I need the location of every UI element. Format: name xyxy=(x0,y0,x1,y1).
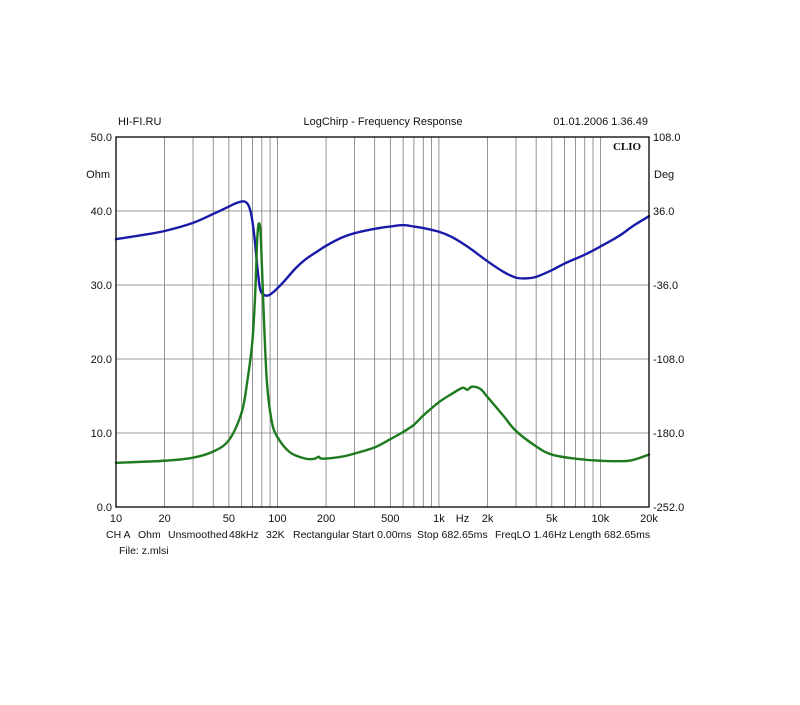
y-right-unit-label: Deg xyxy=(654,169,674,181)
x-tick-label: 100 xyxy=(268,513,286,525)
x-tick-label: 50 xyxy=(223,513,235,525)
y-left-tick-label: 40.0 xyxy=(91,206,112,218)
y-right-tick-label: -252.0 xyxy=(653,502,684,514)
x-tick-label: 5k xyxy=(546,513,558,525)
x-tick-label: 500 xyxy=(381,513,399,525)
y-left-tick-label: 50.0 xyxy=(91,132,112,144)
settings-item: Unsmoothed xyxy=(168,529,228,541)
header-timestamp: 01.01.2006 1.36.49 xyxy=(553,116,648,128)
settings-line: CH A Ohm Unsmoothed 48kHz 32K Rectangular Star… xyxy=(106,529,650,541)
series-layer xyxy=(114,200,651,465)
y-right-tick-label: -180.0 xyxy=(653,428,684,440)
x-tick-label: 2k xyxy=(482,513,494,525)
settings-item: 48kHz xyxy=(229,529,259,541)
brand-badge xyxy=(607,139,647,153)
y-left-tick-label: 30.0 xyxy=(91,280,112,292)
phase-curve xyxy=(114,222,651,465)
x-tick-label: 10 xyxy=(110,513,122,525)
y-right-tick-label: -108.0 xyxy=(653,354,684,366)
tick-labels: 10 20 50 100 200 500 1k Hz 2k 5k 10k 20k 0.0 10.0 20.0… xyxy=(91,132,685,525)
y-right-tick-label: -36.0 xyxy=(653,280,678,292)
settings-item: Ohm xyxy=(138,529,161,541)
x-tick-label: 200 xyxy=(317,513,335,525)
y-right-tick-label: 108.0 xyxy=(653,132,681,144)
y-left-unit-label: Ohm xyxy=(86,169,110,181)
settings-item: Stop 682.65ms xyxy=(417,529,488,541)
grid xyxy=(116,137,649,507)
settings-item: 32K xyxy=(266,529,285,541)
x-tick-label: 10k xyxy=(592,513,610,525)
header-left: HI-FI.RU xyxy=(118,116,161,128)
chart-title: LogChirp - Frequency Response xyxy=(304,116,463,128)
x-tick-label: Hz xyxy=(456,513,469,525)
settings-item: Start 0.00ms xyxy=(352,529,412,541)
file-name: File: z.mlsi xyxy=(119,545,169,557)
y-left-tick-label: 20.0 xyxy=(91,354,112,366)
y-left-tick-label: 0.0 xyxy=(97,502,112,514)
plot-frame xyxy=(115,136,650,508)
x-tick-label: 20k xyxy=(640,513,658,525)
x-tick-label: 20 xyxy=(158,513,170,525)
settings-item: Length 682.65ms xyxy=(569,529,650,541)
x-tick-label: 1k xyxy=(433,513,445,525)
brand-label: CLIO xyxy=(613,141,642,153)
settings-item: CH A xyxy=(106,529,131,541)
y-left-tick-label: 10.0 xyxy=(91,428,112,440)
impedance-curve xyxy=(114,200,651,297)
settings-item: FreqLO 1.46Hz xyxy=(495,529,567,541)
y-right-tick-label: 36.0 xyxy=(653,206,674,218)
settings-item: Rectangular xyxy=(293,529,350,541)
